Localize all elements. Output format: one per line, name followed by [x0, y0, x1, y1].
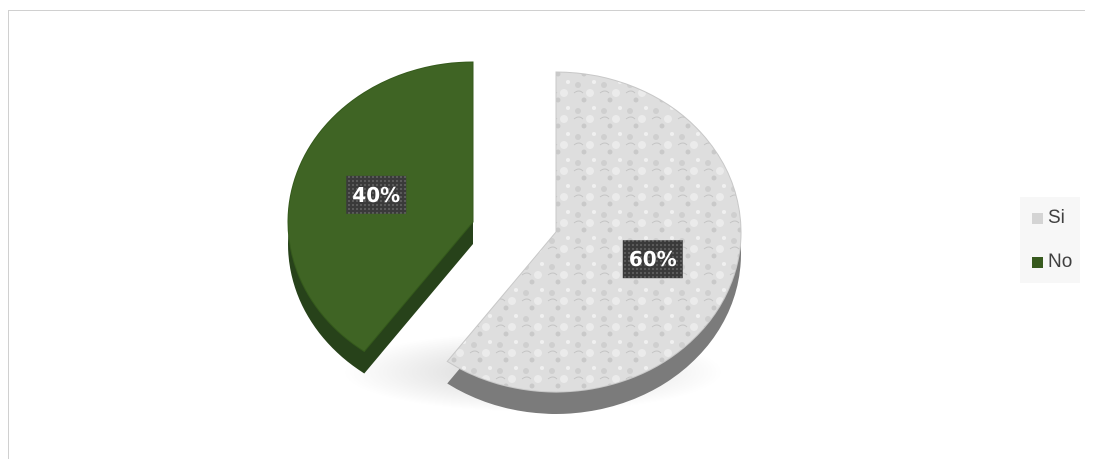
data-label-text-no: 40%	[352, 183, 400, 207]
data-label-box-si	[622, 240, 683, 279]
data-label-no: 40%	[346, 175, 407, 214]
legend-swatch-si	[1032, 212, 1043, 224]
legend-swatch-no	[1032, 256, 1043, 268]
pie-slice-top-si	[446, 71, 742, 393]
legend-item-no: No	[1032, 250, 1072, 274]
legend: Si No	[1020, 197, 1080, 283]
legend-label-no: No	[1048, 251, 1073, 272]
pie-slice-si	[446, 71, 742, 415]
pie-slice-no	[287, 61, 474, 374]
data-label-box-no	[346, 175, 407, 214]
legend-item-si: Si	[1032, 206, 1065, 230]
data-label-text-si: 60%	[629, 247, 677, 271]
chart-area	[8, 10, 1085, 459]
data-label-si: 60%	[622, 240, 683, 279]
legend-label-si: Si	[1048, 207, 1065, 228]
